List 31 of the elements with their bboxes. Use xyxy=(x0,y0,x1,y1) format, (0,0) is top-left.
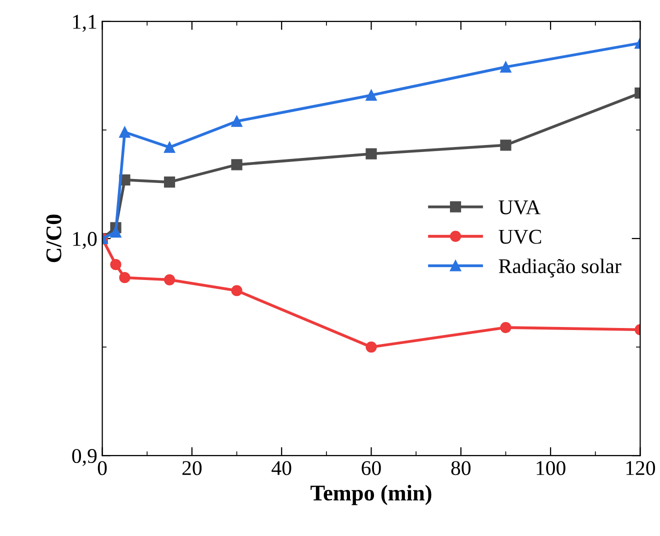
x-axis-title: Tempo (min) xyxy=(310,484,432,506)
point xyxy=(231,116,242,127)
x-tick-label: 60 xyxy=(362,461,381,476)
point xyxy=(500,61,512,73)
legend-label: UVA xyxy=(498,200,541,214)
point xyxy=(500,322,512,334)
point xyxy=(110,259,122,270)
point xyxy=(119,272,130,284)
point xyxy=(500,140,512,151)
y-tick-label: 0,9 xyxy=(72,448,97,466)
point xyxy=(366,90,377,101)
point xyxy=(164,176,176,188)
point xyxy=(110,226,122,238)
x-tick-label: 20 xyxy=(182,461,202,476)
x-tick-label: 0 xyxy=(98,461,107,476)
x-tick-label: 120 xyxy=(626,461,656,476)
legend-label: UVC xyxy=(498,230,542,244)
x-tick-label: 40 xyxy=(272,461,292,476)
x-tick-label: 80 xyxy=(451,461,471,476)
point xyxy=(119,126,130,138)
point xyxy=(231,285,242,296)
legend-label: Radiação solar xyxy=(498,258,622,278)
x-tick-label: 100 xyxy=(536,461,566,476)
point xyxy=(366,148,377,160)
y-tick-label: 1,1 xyxy=(73,14,96,32)
point xyxy=(366,342,377,353)
y-axis-title: C/C0 xyxy=(46,214,62,262)
y-tick-label: 1,0 xyxy=(73,232,97,249)
point xyxy=(164,274,176,286)
point xyxy=(231,159,242,170)
point xyxy=(164,142,176,153)
